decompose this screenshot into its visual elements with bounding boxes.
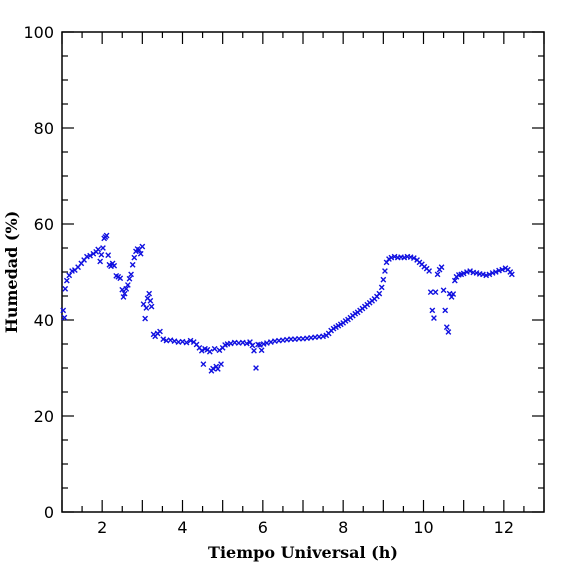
data-point (253, 365, 259, 371)
x-tick-label: 4 (177, 518, 187, 537)
x-axis-title: Tiempo Universal (h) (208, 543, 398, 562)
data-point (121, 290, 128, 297)
data-point (258, 347, 265, 354)
data-point (137, 250, 144, 257)
y-tick-label: 100 (23, 23, 54, 42)
data-point (120, 294, 127, 300)
data-point (267, 339, 274, 345)
data-point (445, 329, 452, 335)
data-point (167, 337, 174, 344)
data-point (198, 347, 205, 354)
data-point (98, 251, 105, 258)
data-point (111, 262, 118, 269)
data-point (460, 270, 467, 277)
data-point (227, 340, 234, 347)
data-point (443, 324, 450, 331)
data-point (382, 268, 388, 274)
data-point (251, 347, 257, 354)
data-point (378, 284, 385, 291)
axis-ticks (61, 31, 545, 513)
data-point (214, 366, 221, 372)
data-point (123, 285, 130, 292)
data-point (183, 339, 190, 346)
x-tick-label: 8 (338, 518, 348, 537)
data-point (442, 307, 449, 314)
data-point (448, 294, 455, 300)
data-point (61, 314, 68, 321)
data-point (148, 303, 155, 310)
y-tick-label: 80 (34, 119, 54, 138)
data-point (187, 337, 194, 344)
data-point (427, 289, 434, 296)
data-point (432, 289, 439, 296)
y-tick-label: 40 (34, 311, 54, 330)
data-point (146, 290, 153, 297)
data-point (218, 361, 224, 368)
data-point (105, 252, 112, 259)
data-point (87, 252, 94, 259)
data-point (129, 261, 136, 268)
data-point (160, 336, 167, 343)
data-point (60, 307, 67, 314)
data-point (206, 348, 213, 355)
data-point (103, 232, 110, 239)
data-point (119, 286, 126, 293)
y-axis-title: Humedad (%) (2, 211, 21, 334)
data-point (200, 361, 207, 368)
data-point (179, 338, 186, 345)
data-point (139, 243, 146, 250)
x-tick-label: 6 (258, 518, 268, 537)
data-point (131, 254, 138, 261)
data-point (426, 268, 433, 274)
data-point (440, 287, 447, 294)
data-point (429, 307, 436, 314)
data-point (117, 275, 124, 282)
data-point (171, 338, 178, 345)
data-points (60, 232, 515, 374)
y-tick-label: 0 (44, 503, 54, 522)
data-point (249, 342, 256, 349)
data-point (450, 291, 457, 297)
data-point (486, 271, 493, 278)
data-point (147, 297, 154, 304)
data-point (63, 277, 70, 284)
data-point (210, 365, 216, 372)
data-point (239, 339, 246, 346)
data-point (143, 305, 150, 311)
data-point (434, 271, 441, 278)
y-tick-label: 20 (34, 407, 54, 426)
data-point (140, 301, 147, 308)
data-point (126, 275, 133, 282)
data-point (100, 245, 106, 251)
data-point (211, 345, 218, 352)
data-point (124, 282, 131, 288)
data-point (380, 276, 387, 283)
data-point (66, 272, 73, 279)
data-point (95, 246, 102, 253)
data-point (508, 271, 515, 278)
data-point (492, 269, 499, 275)
x-tick-label: 12 (494, 518, 514, 537)
y-tick-label: 60 (34, 215, 54, 234)
data-point (438, 264, 445, 271)
data-point (431, 315, 437, 321)
data-point (97, 258, 104, 265)
axis-tick-labels: 2 4 6 8 10 12 0 20 40 60 80 100 (23, 23, 514, 537)
data-point (62, 285, 69, 292)
data-point (157, 328, 163, 335)
data-point (128, 271, 134, 278)
x-tick-label: 10 (413, 518, 433, 537)
data-point (467, 268, 473, 274)
data-point (410, 255, 417, 261)
data-point (243, 340, 250, 347)
data-point (142, 315, 149, 322)
data-point (499, 266, 506, 273)
data-point (451, 277, 458, 284)
data-point (376, 290, 383, 297)
data-point (263, 340, 270, 346)
x-tick-label: 2 (97, 518, 107, 537)
